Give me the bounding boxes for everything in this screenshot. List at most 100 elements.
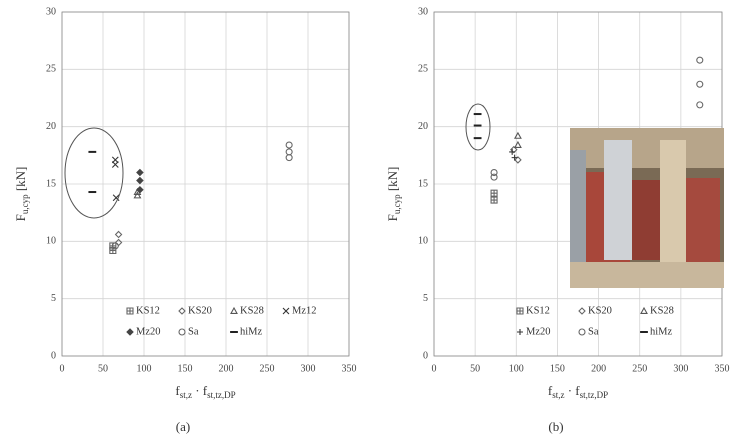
x-tick-label: 150 [550,363,565,374]
data-point [111,242,119,250]
x-tick-label: 250 [632,363,647,374]
plot-frame [61,11,350,357]
data-point [133,191,142,199]
y-tick-label: 10 [46,236,56,247]
y-label-main: F [385,214,400,221]
legend-label: Mz12 [292,305,317,316]
y-axis-label: Fu,cyp [kN] [385,167,402,222]
legend-label: Sa [188,326,199,337]
data-point [509,148,516,155]
legend-label: KS12 [526,305,550,316]
x-tick-label: 50 [470,363,480,374]
legend-marker [640,306,648,314]
x-label-main: f [175,383,180,398]
y-label-sub: u,cyp [20,194,30,214]
legend-label: KS20 [188,305,212,316]
y-tick-label: 25 [418,64,428,75]
data-point [112,194,120,202]
legend-marker [178,328,186,336]
data-point [510,145,518,154]
legend-marker [516,307,524,315]
data-point [490,173,498,181]
caption: (a) [176,419,190,434]
x-label-sub: st,z [552,390,564,400]
x-axis-label: fst,z · fst,tz,DP [175,383,235,400]
x-label-mid: · f [564,383,580,398]
data-point [114,230,123,239]
highlight-ellipse [465,103,491,151]
legend-label: KS20 [588,305,612,316]
y-tick-label: 20 [46,121,56,132]
data-point [136,168,144,177]
data-point [514,156,522,164]
legend-marker [578,328,586,336]
y-tick-label: 30 [46,6,56,17]
data-point [136,185,144,194]
data-point [285,148,293,156]
data-point [490,196,498,204]
data-point [513,140,522,148]
legend-label: Mz20 [136,326,161,337]
y-axis-label: Fu,cyp [kN] [13,167,30,222]
data-point [511,154,518,161]
y-tick-label: 10 [418,236,428,247]
y-label-unit: [kN] [13,167,28,195]
x-tick-label: 300 [673,363,688,374]
y-tick-label: 0 [51,350,56,361]
legend-label: KS28 [650,305,674,316]
y-label-sub: u,cyp [392,194,402,214]
legend-label: KS28 [240,305,264,316]
data-point [111,161,119,168]
x-tick-label: 100 [137,363,152,374]
x-tick-label: 350 [342,363,357,374]
legend-label: hiMz [650,326,673,337]
x-label-sub: st,tz,DP [207,390,236,400]
legend-marker [126,307,134,315]
x-tick-label: 0 [60,363,65,374]
data-point [490,189,498,197]
x-label-sub: st,tz,DP [580,390,609,400]
x-tick-label: 250 [260,363,275,374]
x-tick-label: 200 [219,363,234,374]
legend-marker [578,307,586,315]
data-point [696,101,704,109]
y-tick-label: 15 [46,178,56,189]
legend-label: Mz20 [526,326,551,337]
x-tick-label: 300 [301,363,316,374]
y-tick-label: 5 [423,293,428,304]
legend-marker [178,307,186,315]
x-axis-label: fst,z · fst,tz,DP [548,383,608,400]
legend-label: KS12 [136,305,160,316]
legend-label: hiMz [240,326,263,337]
highlight-ellipse [64,127,124,219]
y-tick-label: 0 [423,350,428,361]
y-tick-label: 20 [418,121,428,132]
x-tick-label: 100 [509,363,524,374]
photo-inset [570,128,724,288]
caption: (b) [548,419,563,434]
x-label-sub: st,z [180,390,192,400]
x-tick-label: 200 [591,363,606,374]
x-tick-label: 350 [715,363,730,374]
y-tick-label: 5 [51,293,56,304]
y-label-main: F [13,214,28,221]
legend-marker [230,306,238,314]
data-point [513,131,522,139]
data-point [696,56,704,64]
x-tick-label: 150 [178,363,193,374]
x-tick-label: 0 [432,363,437,374]
x-label-main: f [548,383,553,398]
x-label-mid: · f [192,383,208,398]
y-label-unit: [kN] [385,167,400,195]
y-tick-label: 30 [418,6,428,17]
y-tick-label: 25 [46,64,56,75]
data-point [285,154,293,162]
x-tick-label: 50 [98,363,108,374]
y-tick-label: 15 [418,178,428,189]
data-point [696,80,704,88]
data-point [136,176,144,185]
legend-label: Sa [588,326,599,337]
